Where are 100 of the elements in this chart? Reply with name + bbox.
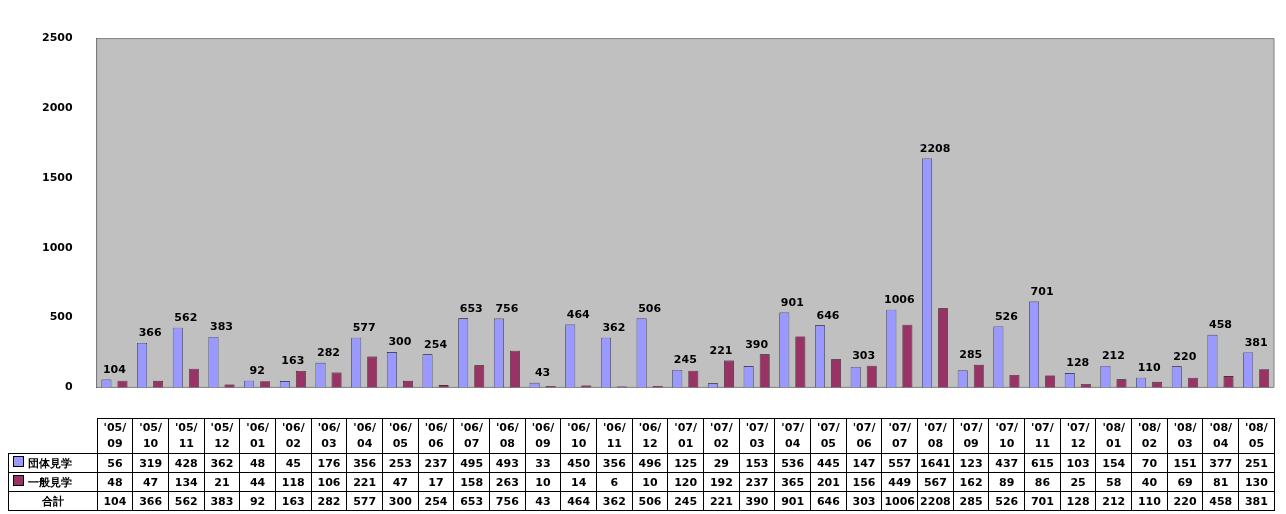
data-label: 25 [1060, 472, 1096, 492]
text: 282 [317, 494, 341, 508]
data-label: 192 [703, 472, 740, 492]
total-label: 562 [174, 311, 198, 325]
text: 562 [174, 494, 198, 508]
text: 220 [1173, 494, 1197, 508]
total-label: 2208 [919, 141, 951, 155]
text: 128 [1066, 494, 1090, 508]
x-tick-label: '08/05 [1238, 418, 1275, 454]
text: 合計 [41, 494, 64, 508]
data-label: 10 [632, 472, 668, 492]
total-label: 300 [388, 335, 412, 349]
data-label: 615 [1024, 453, 1061, 473]
data-label: 428 [168, 453, 205, 473]
text: 300 [388, 494, 412, 508]
total-label: 104 [102, 362, 127, 376]
total-label: 390 [745, 337, 769, 351]
data-label: 437 [988, 453, 1025, 473]
total-label: 646 [816, 308, 840, 322]
text: 701 [1030, 494, 1054, 508]
data-label: 130 [1238, 472, 1275, 492]
text: 390 [745, 494, 769, 508]
x-tick-label: '06/12 [632, 418, 668, 454]
legend-label: 一般見学 [8, 472, 98, 492]
text: 646 [816, 494, 840, 508]
data-label: 47 [382, 472, 419, 492]
data-label: 176 [311, 453, 347, 473]
data-label: 251 [1238, 453, 1275, 473]
text: 756 [495, 494, 519, 508]
total-label: 285 [959, 348, 983, 362]
data-label: 253 [382, 453, 419, 473]
text: 383 [210, 494, 234, 508]
text: 245 [674, 494, 698, 508]
text: 506 [638, 494, 662, 508]
data-label: 86 [1024, 472, 1061, 492]
data-label: 89 [988, 472, 1025, 492]
total-label: 577 [352, 321, 376, 335]
x-tick-label: '05/11 [168, 418, 205, 454]
total-label: 362 [602, 321, 626, 335]
x-tick-label: '08/03 [1167, 418, 1203, 454]
data-label: 1641 [917, 453, 954, 473]
data-label: 162 [953, 472, 989, 492]
x-tick-label: '07/02 [703, 418, 740, 454]
x-tick-label: '06/07 [453, 418, 490, 454]
total-label: 366 [138, 326, 162, 340]
x-tick-label: '08/04 [1202, 418, 1239, 454]
x-tick-label: '05/09 [97, 418, 133, 454]
total-label: 220 [1173, 349, 1197, 363]
total-label: 245 [673, 353, 697, 367]
x-tick-label: '07/06 [846, 418, 882, 454]
text: 254 [424, 494, 448, 508]
text: 381 [1244, 494, 1268, 508]
data-label: 70 [1131, 453, 1168, 473]
data-label: 221 [346, 472, 383, 492]
x-tick-label: '06/02 [275, 418, 312, 454]
data-label: 47 [132, 472, 169, 492]
data-label: 495 [453, 453, 490, 473]
total-label: 282 [317, 346, 341, 360]
data-label: 263 [489, 472, 526, 492]
data-label: 567 [917, 472, 954, 492]
data-label: 496 [632, 453, 668, 473]
data-label: 118 [275, 472, 312, 492]
y-tick-label: 500 [49, 310, 73, 324]
total-label: 458 [1209, 318, 1232, 332]
x-tick-label: '06/01 [239, 418, 276, 454]
x-tick-label: '07/08 [917, 418, 954, 454]
data-label: 356 [596, 453, 633, 473]
text: 458 [1209, 494, 1233, 508]
data-label: 158 [453, 472, 490, 492]
data-label: 557 [881, 453, 918, 473]
total-label: 163 [281, 354, 305, 368]
y-tick-label: 0 [64, 380, 73, 394]
data-label: 29 [703, 453, 740, 473]
total-label: 383 [210, 320, 233, 334]
data-label: 445 [810, 453, 847, 473]
total-label: 128 [1066, 356, 1090, 370]
x-tick-label: '06/10 [560, 418, 597, 454]
total-label: 254 [424, 337, 448, 351]
x-tick-label: '07/04 [774, 418, 811, 454]
total-label: 701 [1030, 284, 1054, 298]
x-tick-label: '07/11 [1024, 418, 1061, 454]
total-label: 221 [709, 343, 733, 357]
y-tick-label: 1000 [41, 240, 73, 254]
total-label: 43 [534, 366, 551, 380]
total-label: 526 [994, 309, 1019, 323]
x-tick-label: '06/09 [525, 418, 561, 454]
x-tick-label: '08/01 [1095, 418, 1132, 454]
data-label: 153 [739, 453, 775, 473]
text: 901 [781, 494, 805, 508]
y-tick-label: 1500 [41, 170, 73, 184]
data-label: 120 [667, 472, 704, 492]
data-label: 237 [418, 453, 454, 473]
x-tick-label: '06/05 [382, 418, 419, 454]
data-label: 45 [275, 453, 312, 473]
data-label: 48 [97, 472, 133, 492]
x-tick-label: '05/12 [204, 418, 240, 454]
data-label: 356 [346, 453, 383, 473]
data-label: 154 [1095, 453, 1132, 473]
data-label: 151 [1167, 453, 1203, 473]
data-label: 17 [418, 472, 454, 492]
